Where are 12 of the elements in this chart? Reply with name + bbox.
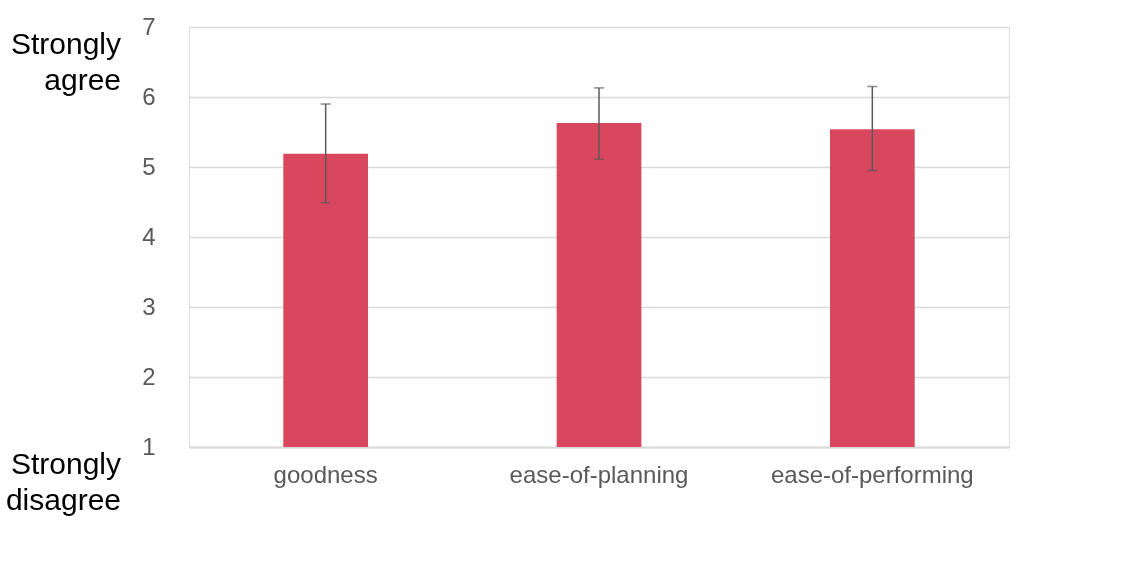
x-tick-label: ease-of-performing <box>770 460 974 488</box>
y-tick-label: 3 <box>142 292 156 320</box>
y-tick-label: 4 <box>142 222 156 250</box>
y-tick-label: 2 <box>142 362 156 390</box>
x-tick-label: goodness <box>273 460 378 488</box>
y-tick-label: 7 <box>142 12 156 40</box>
y-tick-label: 1 <box>142 432 156 460</box>
y-tick-label: 5 <box>142 152 156 180</box>
text: Strongly disagree <box>5 447 121 516</box>
text: Strongly agree <box>10 27 121 96</box>
y-tick-label: 6 <box>142 82 156 110</box>
x-tick-label: ease-of-planning <box>509 460 689 488</box>
